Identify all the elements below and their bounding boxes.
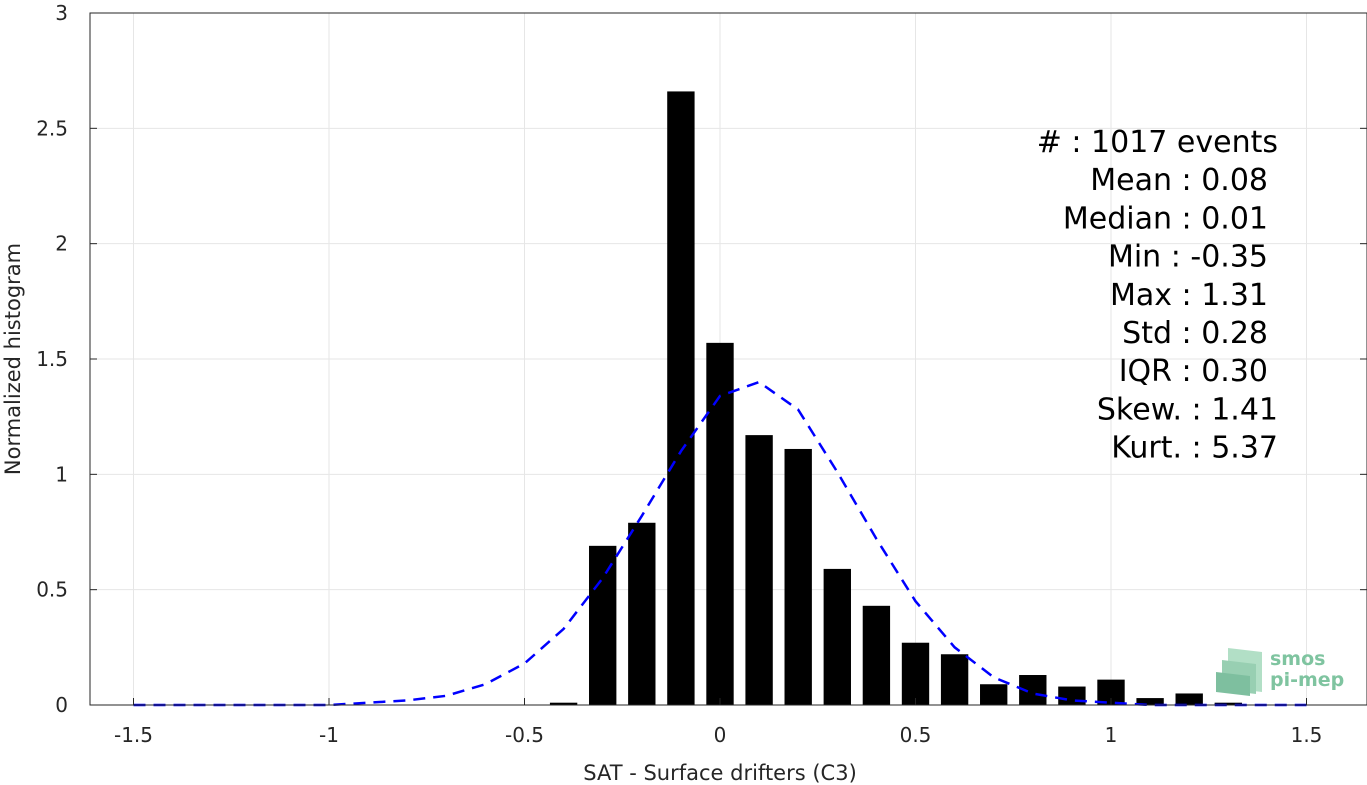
stat-line-2: Median : 0.01 [1063, 201, 1268, 236]
histogram-bar-17 [1214, 702, 1242, 705]
x-tick-label-2: -0.5 [505, 723, 544, 747]
x-tick-label-1: -1 [319, 723, 339, 747]
x-axis-ticks: -1.5 -1 -0.5 0 0.5 1 1.5 [114, 698, 1322, 747]
stat-line-8: Kurt. : 5.37 [1111, 431, 1278, 466]
y-tick-label-0: 0 [55, 693, 68, 717]
x-tick-label-5: 1 [1105, 723, 1118, 747]
logo-text-line2: pi-mep [1270, 669, 1344, 691]
histogram-bars [549, 91, 1242, 706]
smos-pi-mep-logo: smos pi-mep [1216, 648, 1344, 696]
histogram-bar-9 [901, 642, 930, 705]
y-axis-ticks: 0 0.5 1 1.5 2 2.5 3 [36, 1, 1367, 717]
histogram-bar-7 [823, 568, 851, 705]
histogram-bar-4 [706, 342, 734, 705]
stat-line-5: Std : 0.28 [1122, 316, 1268, 351]
stat-line-7: Skew. : 1.41 [1097, 392, 1278, 427]
y-axis-label: Normalized histogram [1, 243, 25, 475]
stat-line-6: IQR : 0.30 [1119, 354, 1268, 389]
histogram-bar-0 [549, 702, 578, 705]
histogram-bar-13 [1058, 686, 1086, 705]
histogram-bar-2 [628, 522, 656, 705]
histogram-bar-3 [667, 91, 695, 706]
histogram-bar-11 [980, 684, 1008, 705]
histogram-bar-10 [940, 654, 969, 705]
y-tick-label-5: 2.5 [36, 116, 68, 140]
histogram-bar-8 [862, 605, 891, 705]
y-tick-label-1: 0.5 [36, 578, 68, 602]
x-tick-label-3: 0 [714, 723, 727, 747]
x-tick-label-4: 0.5 [900, 723, 932, 747]
x-axis-label: SAT - Surface drifters (C3) [583, 761, 857, 785]
histogram-bar-5 [745, 435, 773, 705]
histogram-bar-16 [1175, 693, 1203, 705]
histogram-bar-6 [784, 448, 812, 705]
histogram-bar-1 [589, 545, 617, 705]
stat-line-0: # : 1017 events [1037, 125, 1278, 160]
stat-line-4: Max : 1.31 [1110, 278, 1268, 313]
stat-line-3: Min : -0.35 [1108, 240, 1268, 275]
normal-fit-curve [133, 380, 1307, 707]
y-tick-label-2: 1 [55, 462, 68, 486]
y-tick-label-6: 3 [55, 1, 68, 25]
histogram-bar-15 [1136, 698, 1164, 705]
x-tick-label-6: 1.5 [1291, 723, 1323, 747]
y-tick-label-4: 2 [55, 232, 68, 256]
logo-text-line1: smos [1270, 648, 1325, 670]
y-tick-label-3: 1.5 [36, 347, 68, 371]
stat-line-1: Mean : 0.08 [1090, 163, 1268, 198]
x-tick-label-0: -1.5 [114, 723, 153, 747]
logo-icon [1216, 648, 1262, 696]
